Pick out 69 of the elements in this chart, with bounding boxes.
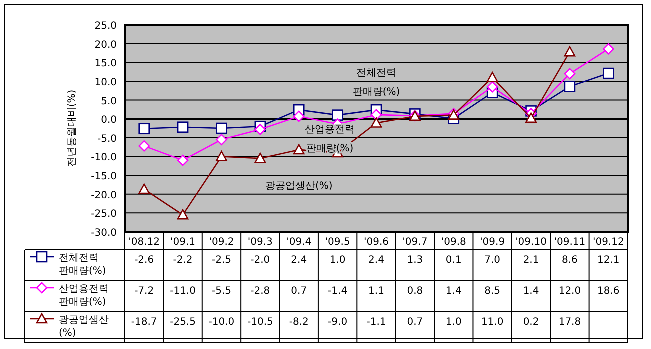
y-tick-label: -25.0 <box>91 209 117 220</box>
y-tick-label: 15.0 <box>94 58 117 70</box>
data-label: 8.6 <box>562 255 578 266</box>
data-label: 7.0 <box>484 255 501 266</box>
data-label: 1.1 <box>368 286 384 297</box>
y-axis-title: 전년동월대비(%) <box>67 90 78 168</box>
y-tick-label: 5.0 <box>101 96 117 108</box>
data-label: 2.1 <box>523 255 540 266</box>
data-label: 1.4 <box>523 286 540 297</box>
x-tick-label: '08.12 <box>128 237 160 248</box>
legend-label: 광공업생산 (%) <box>59 315 109 339</box>
x-tick-label: '09.9 <box>480 237 506 248</box>
data-label: 0.7 <box>291 286 308 297</box>
y-tick-label: 25.0 <box>94 21 117 32</box>
y-tick-label: 10.0 <box>94 77 117 88</box>
annotation: 광공업생산(%) <box>265 180 333 192</box>
x-tick-label: '09.4 <box>286 237 312 248</box>
x-tick-label: '09.3 <box>248 237 273 248</box>
data-label: 11.0 <box>481 317 504 328</box>
y-tick-label: -15.0 <box>91 172 117 183</box>
x-tick-label: '09.2 <box>209 237 234 248</box>
x-tick-label: '09.6 <box>364 237 390 248</box>
x-tick-label: '09.1 <box>170 237 196 248</box>
data-label: -11.0 <box>170 286 196 297</box>
y-tick-label: -30.0 <box>91 228 117 239</box>
data-label: 1.4 <box>446 286 462 297</box>
data-label: -18.7 <box>131 317 158 328</box>
data-label: 0.7 <box>407 317 424 328</box>
data-label: 17.8 <box>558 317 582 328</box>
legend-label: 전체전력 판매량(%) <box>59 253 106 277</box>
data-label: 0.2 <box>523 317 540 328</box>
data-label: 1.3 <box>407 255 424 266</box>
data-label: -2.8 <box>250 286 270 297</box>
data-label: 0.1 <box>446 255 462 266</box>
x-tick-label: '09.8 <box>441 237 466 248</box>
data-label: 8.5 <box>484 286 501 297</box>
data-label: -10.0 <box>208 317 235 328</box>
y-tick-label: 20.0 <box>94 40 117 51</box>
data-label: -10.5 <box>247 317 274 328</box>
x-tick-label: '09.5 <box>325 237 350 248</box>
y-tick-label: -10.0 <box>91 152 117 164</box>
data-label: 12.1 <box>598 255 620 266</box>
y-tick-label: 0.0 <box>101 115 117 126</box>
data-label: -1.1 <box>366 317 386 328</box>
data-label: 1.0 <box>330 255 346 266</box>
data-label: -9.0 <box>328 317 348 328</box>
data-label: 18.6 <box>598 286 620 297</box>
y-tick-label: -5.0 <box>97 134 117 145</box>
data-label: 2.4 <box>368 255 384 266</box>
data-label: 12.0 <box>558 286 582 297</box>
x-tick-label: '09.7 <box>402 237 428 248</box>
data-label: 1.0 <box>446 317 462 328</box>
data-label: -2.0 <box>250 255 270 266</box>
data-label: -1.4 <box>328 286 348 297</box>
data-label: -2.2 <box>173 255 193 266</box>
data-label: 2.4 <box>291 255 308 266</box>
data-label: -2.5 <box>212 255 232 266</box>
data-label: -2.6 <box>134 255 154 266</box>
data-label: 0.8 <box>407 286 424 297</box>
x-tick-label: '09.12 <box>592 237 624 248</box>
x-tick-label: '09.11 <box>554 237 586 248</box>
data-label: -7.2 <box>134 286 154 297</box>
data-label: -5.5 <box>212 286 232 297</box>
annotation: 전체전력 판매량(%) <box>352 68 400 98</box>
x-tick-label: '09.10 <box>516 237 547 248</box>
legend-label: 산업용전력 판매량(%) <box>59 284 109 308</box>
data-label: -8.2 <box>289 317 309 328</box>
y-tick-label: -20.0 <box>91 190 117 202</box>
data-label: -25.5 <box>170 317 196 328</box>
